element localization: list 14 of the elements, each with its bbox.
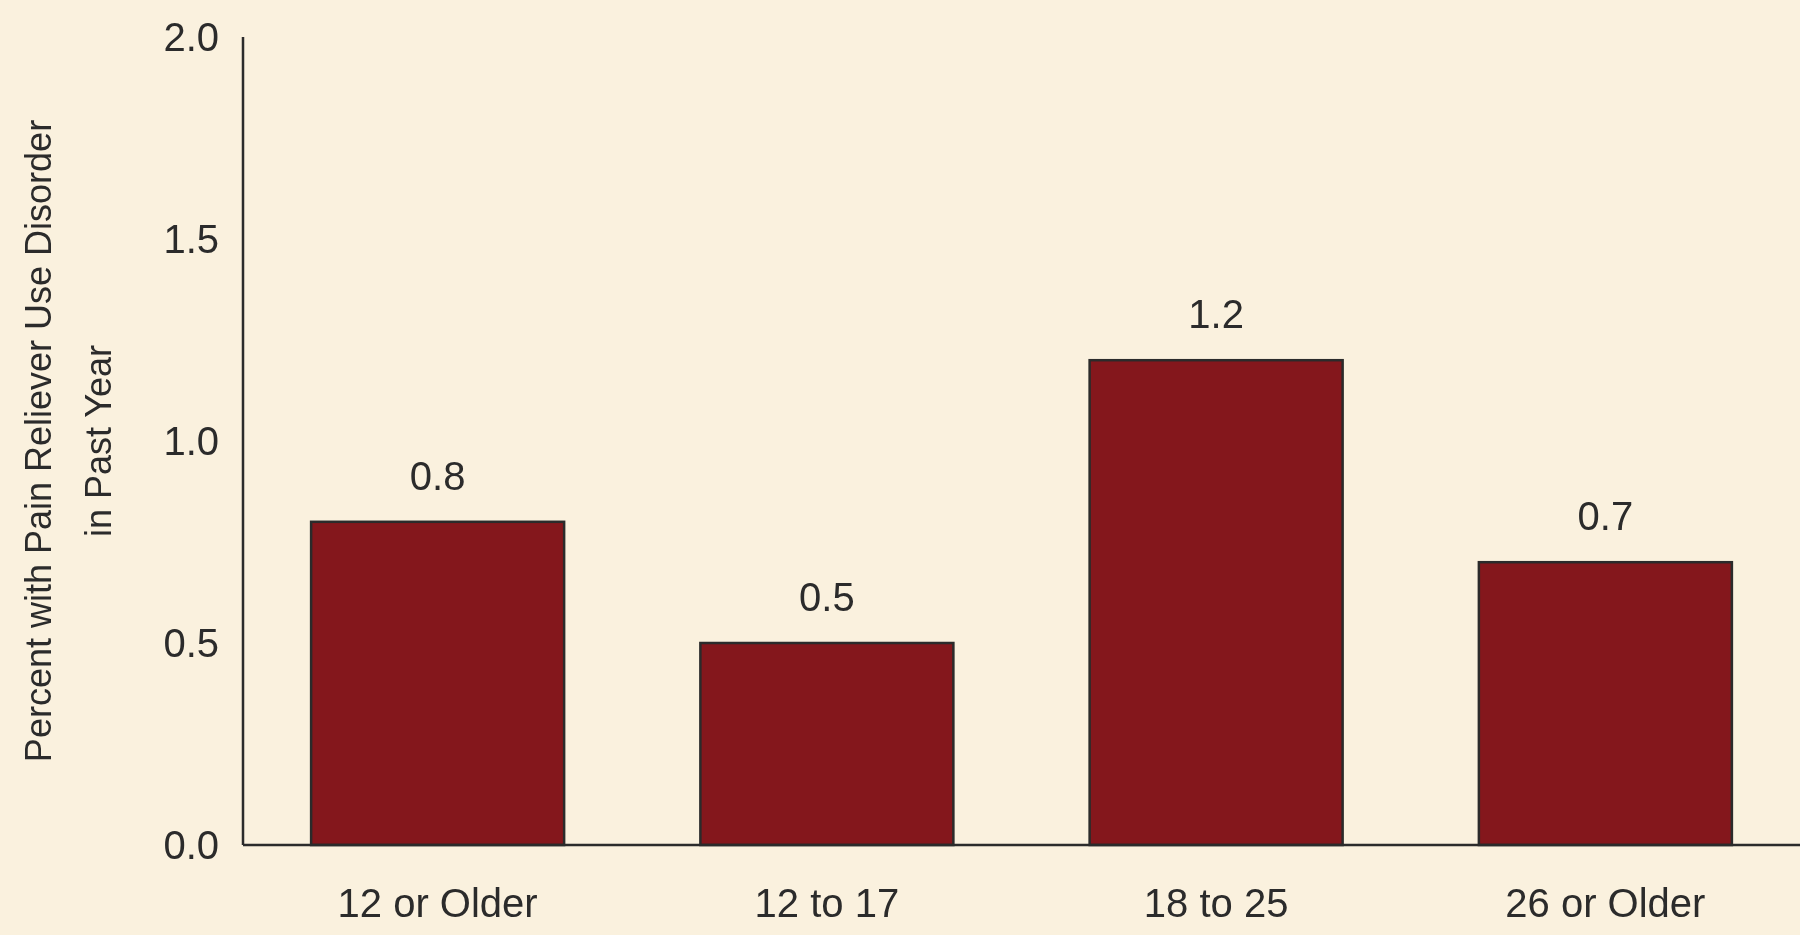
y-axis-title: Percent with Pain Reliever Use Disorder in Past Year [17,119,119,763]
data-label: 0.5 [799,575,855,619]
x-tick-label: 26 or Older [1505,881,1706,925]
x-tick-label: 12 to 17 [754,881,900,925]
x-tick-label: 12 or Older [337,881,538,925]
y-tick-label: 1.0 [163,419,219,463]
y-tick-label: 2.0 [163,15,219,59]
y-tick-label: 0.0 [163,823,219,867]
y-tick-label: 0.5 [163,621,219,665]
y-tick-label: 1.5 [163,217,219,261]
x-tick-label: 18 to 25 [1143,881,1289,925]
data-label: 0.8 [409,453,466,498]
data-label: 0.7 [1577,494,1634,539]
data-label: 1.2 [1188,292,1244,337]
